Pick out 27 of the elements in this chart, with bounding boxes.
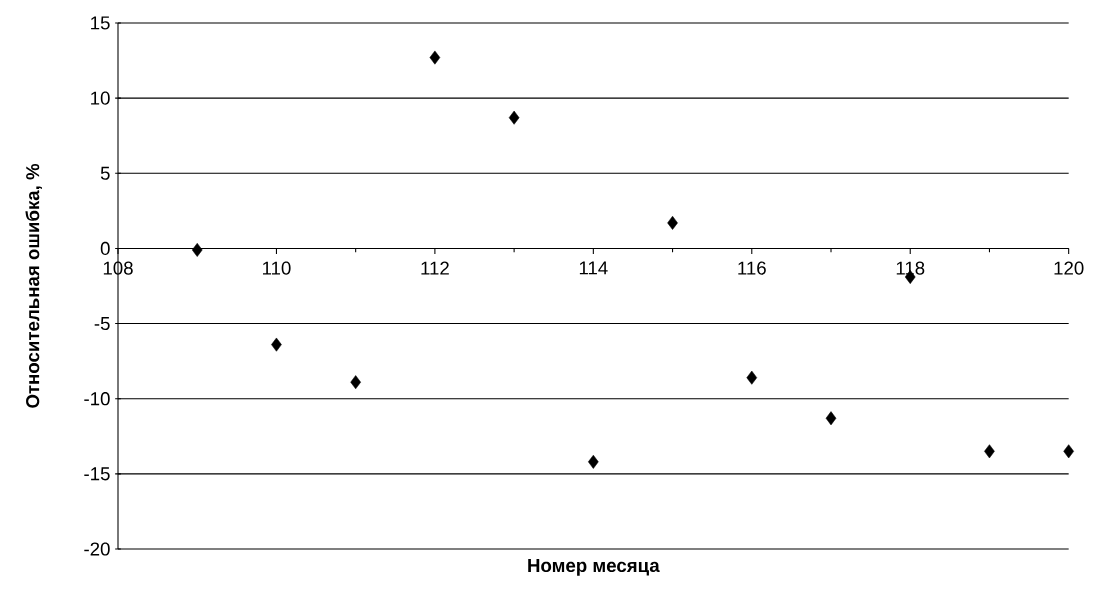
- x-tick-label: 114: [579, 261, 608, 275]
- y-axis-title: Относительная ошибка, %: [25, 163, 42, 408]
- point: [746, 370, 758, 385]
- y-tick-label: -10: [84, 392, 110, 406]
- point: [191, 243, 203, 257]
- y-tick-label: -20: [84, 542, 110, 556]
- x-tick-label: 116: [738, 261, 766, 275]
- point: [984, 444, 995, 459]
- point: [429, 50, 441, 65]
- x-tick-label: 110: [262, 261, 291, 275]
- x-axis-title: Номер месяца: [528, 559, 660, 576]
- y-tick-label: 0: [100, 241, 110, 256]
- point: [271, 337, 282, 352]
- point: [588, 454, 599, 469]
- y-tick-label: 5: [100, 166, 110, 180]
- y-tick-label: 10: [91, 91, 110, 105]
- point: [1063, 444, 1074, 459]
- point: [825, 411, 837, 426]
- point: [508, 110, 520, 125]
- x-tick-label: 120: [1054, 261, 1084, 275]
- y-tick-label: 15: [91, 16, 110, 30]
- x-tick-label: 108: [103, 261, 133, 275]
- y-tick-label: -15: [84, 467, 110, 481]
- x-tick-label: 112: [421, 261, 449, 275]
- y-tick-label: -5: [94, 317, 110, 331]
- point: [350, 375, 361, 390]
- point: [667, 215, 678, 230]
